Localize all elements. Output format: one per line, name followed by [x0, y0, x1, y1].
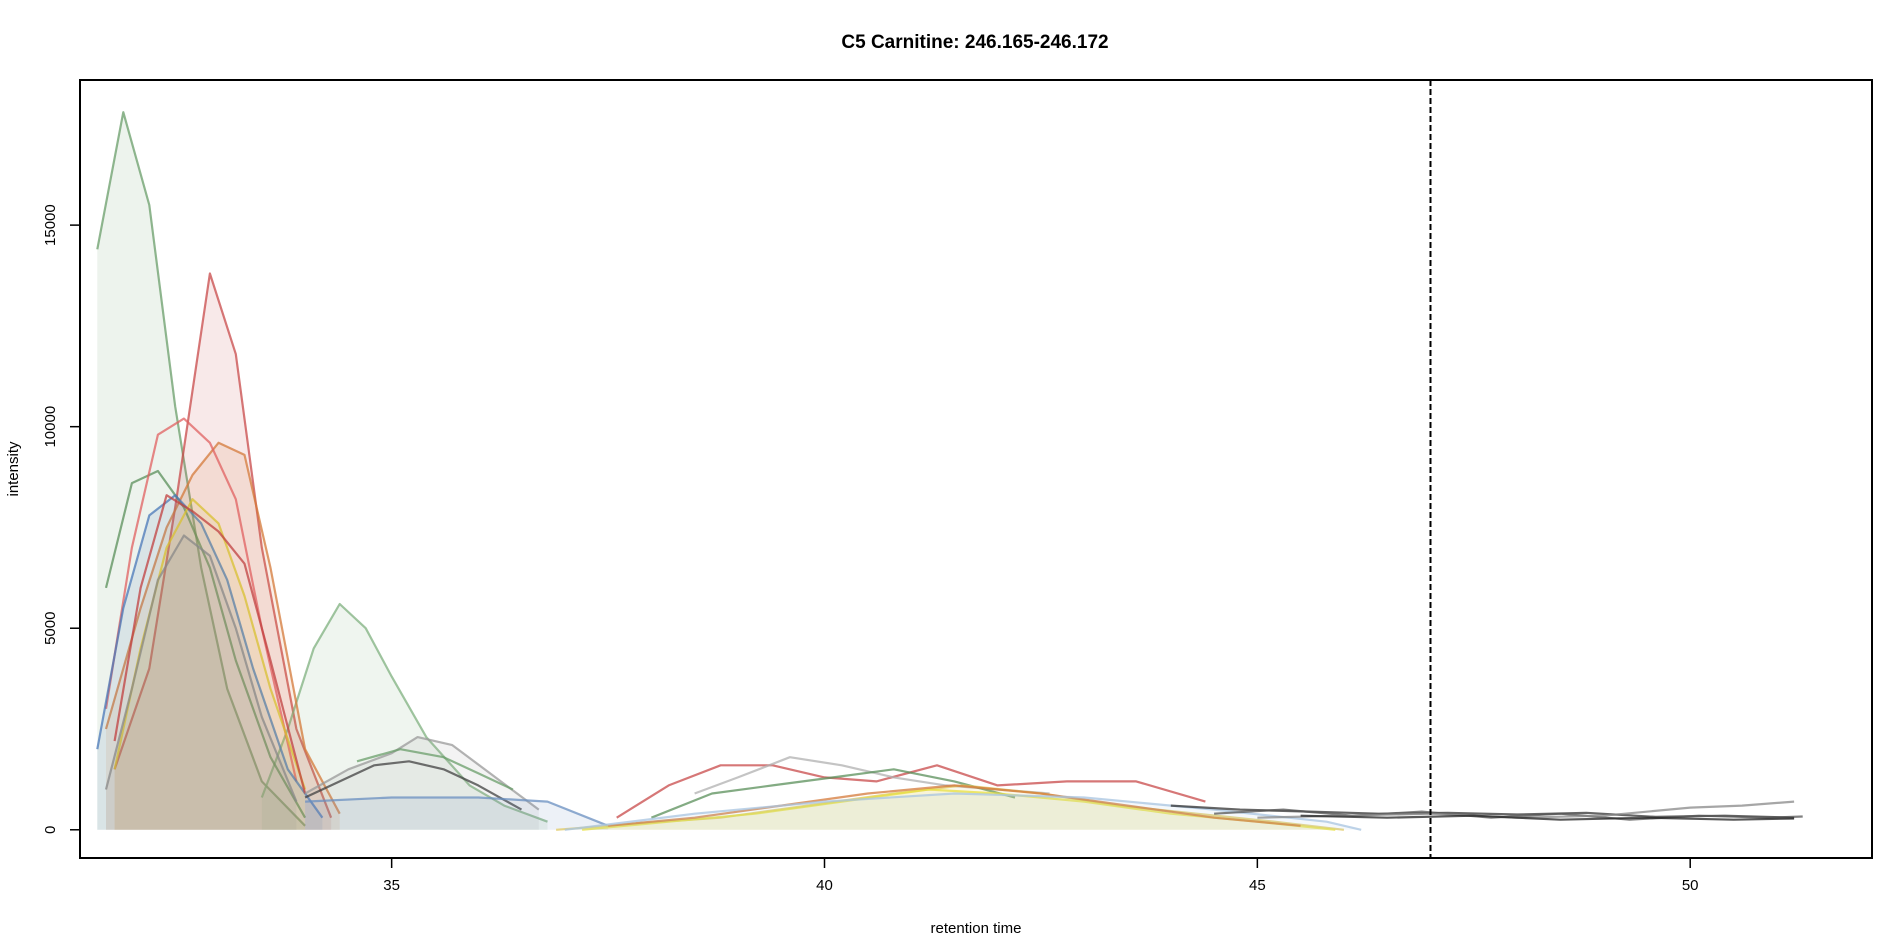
series-17-area [556, 785, 1344, 830]
series-8-line [104, 534, 298, 803]
series-1-line [113, 272, 333, 819]
x-axis: 35 40 45 50 [383, 858, 1699, 894]
series-4-line [104, 441, 341, 815]
series-2-area [261, 604, 548, 830]
series-5-line [104, 417, 298, 782]
series-10-line [304, 735, 540, 811]
series-layer [96, 111, 1803, 831]
series-14-line [616, 764, 1206, 819]
series-7-area [114, 499, 306, 830]
y-tick-label-0: 0 [42, 826, 59, 834]
series-9-line [113, 494, 307, 794]
x-tick-label-2: 45 [1249, 877, 1266, 894]
series-16-line [650, 768, 1016, 819]
series-18-area [582, 789, 1336, 830]
series-0-area [97, 112, 306, 830]
series-13-area [305, 797, 609, 830]
x-tick-label-0: 35 [383, 877, 400, 894]
y-tick-label-1: 5000 [42, 612, 59, 645]
y-axis: 0 5000 10000 15000 [42, 204, 80, 834]
x-tick-label-3: 50 [1682, 877, 1699, 894]
series-6-line [96, 494, 324, 819]
series-23-line [1257, 800, 1795, 819]
series-4-area [106, 442, 340, 830]
x-axis-label: retention time [931, 920, 1022, 937]
y-axis-label: intensity [5, 441, 22, 497]
series-13-line [305, 796, 609, 827]
series-10-area [305, 737, 539, 830]
series-2-line [260, 602, 548, 823]
series-8-area [106, 535, 297, 830]
series-22-line [1214, 808, 1803, 821]
series-20-area [564, 793, 1362, 830]
y-tick-label-2: 10000 [42, 406, 59, 448]
plot-area-border [79, 79, 1873, 859]
series-0-line [96, 111, 306, 827]
series-11-line [304, 760, 523, 811]
series-12-line [356, 748, 514, 791]
series-6-area [97, 495, 323, 830]
series-3-line [104, 469, 307, 819]
x-tick-label-1: 40 [816, 877, 833, 894]
chart-title: C5 Carnitine: 246.165-246.172 [841, 32, 1108, 53]
y-tick-label-3: 15000 [42, 204, 59, 246]
series-19-line [607, 784, 1301, 827]
series-24-line [1300, 814, 1795, 821]
series-20-line [564, 792, 1362, 831]
